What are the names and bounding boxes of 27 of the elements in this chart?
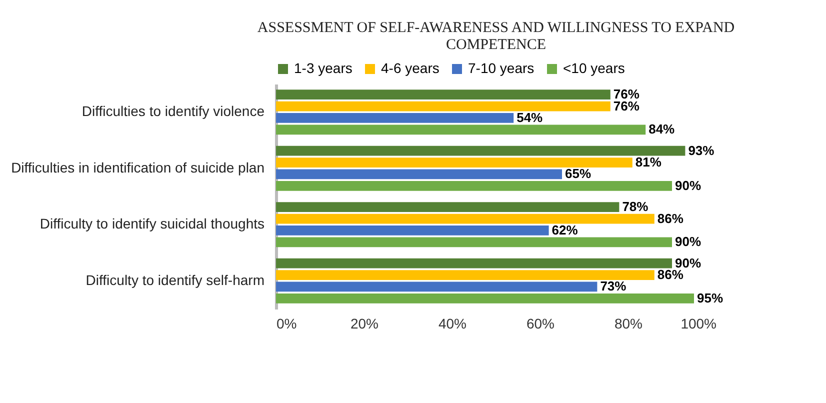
data-label: 90% xyxy=(675,178,702,193)
chart-title: ASSESSMENT OF SELF-AWARENESS AND WILLINGNESS TO EXPAND COMPETENCE xyxy=(257,20,735,53)
legend-label: <10 years xyxy=(563,60,625,76)
x-tick-label: 100% xyxy=(680,316,716,332)
x-tick-label: 0% xyxy=(276,316,297,332)
x-tick-label: 60% xyxy=(526,316,555,332)
data-label: 84% xyxy=(648,122,676,137)
legend-label: 7-10 years xyxy=(468,60,534,76)
data-label: 73% xyxy=(600,278,627,294)
legend-label: 1-3 years xyxy=(294,60,352,76)
y-tick-label: Difficulties to identify violence xyxy=(82,103,265,120)
y-tick-label: Difficulty to identify self-harm xyxy=(86,272,264,288)
data-label: 62% xyxy=(552,222,578,238)
data-label: 81% xyxy=(635,154,662,170)
data-label: 90% xyxy=(675,234,702,250)
legend-label: 4-6 years xyxy=(381,60,440,76)
data-label: 93% xyxy=(688,142,715,158)
data-label: 95% xyxy=(697,290,724,306)
data-label: 54% xyxy=(516,110,544,125)
x-tick-label: 40% xyxy=(438,316,467,332)
y-tick-label: Difficulties in identification of suicide plan xyxy=(11,159,264,176)
data-label: 86% xyxy=(657,210,684,226)
data-label: 78% xyxy=(622,199,649,214)
data-label: 65% xyxy=(565,166,592,182)
y-tick-label: Difficulty to identify suicidal thoughts xyxy=(40,216,264,232)
x-tick-label: 80% xyxy=(614,316,643,332)
x-tick-label: 20% xyxy=(350,316,379,332)
